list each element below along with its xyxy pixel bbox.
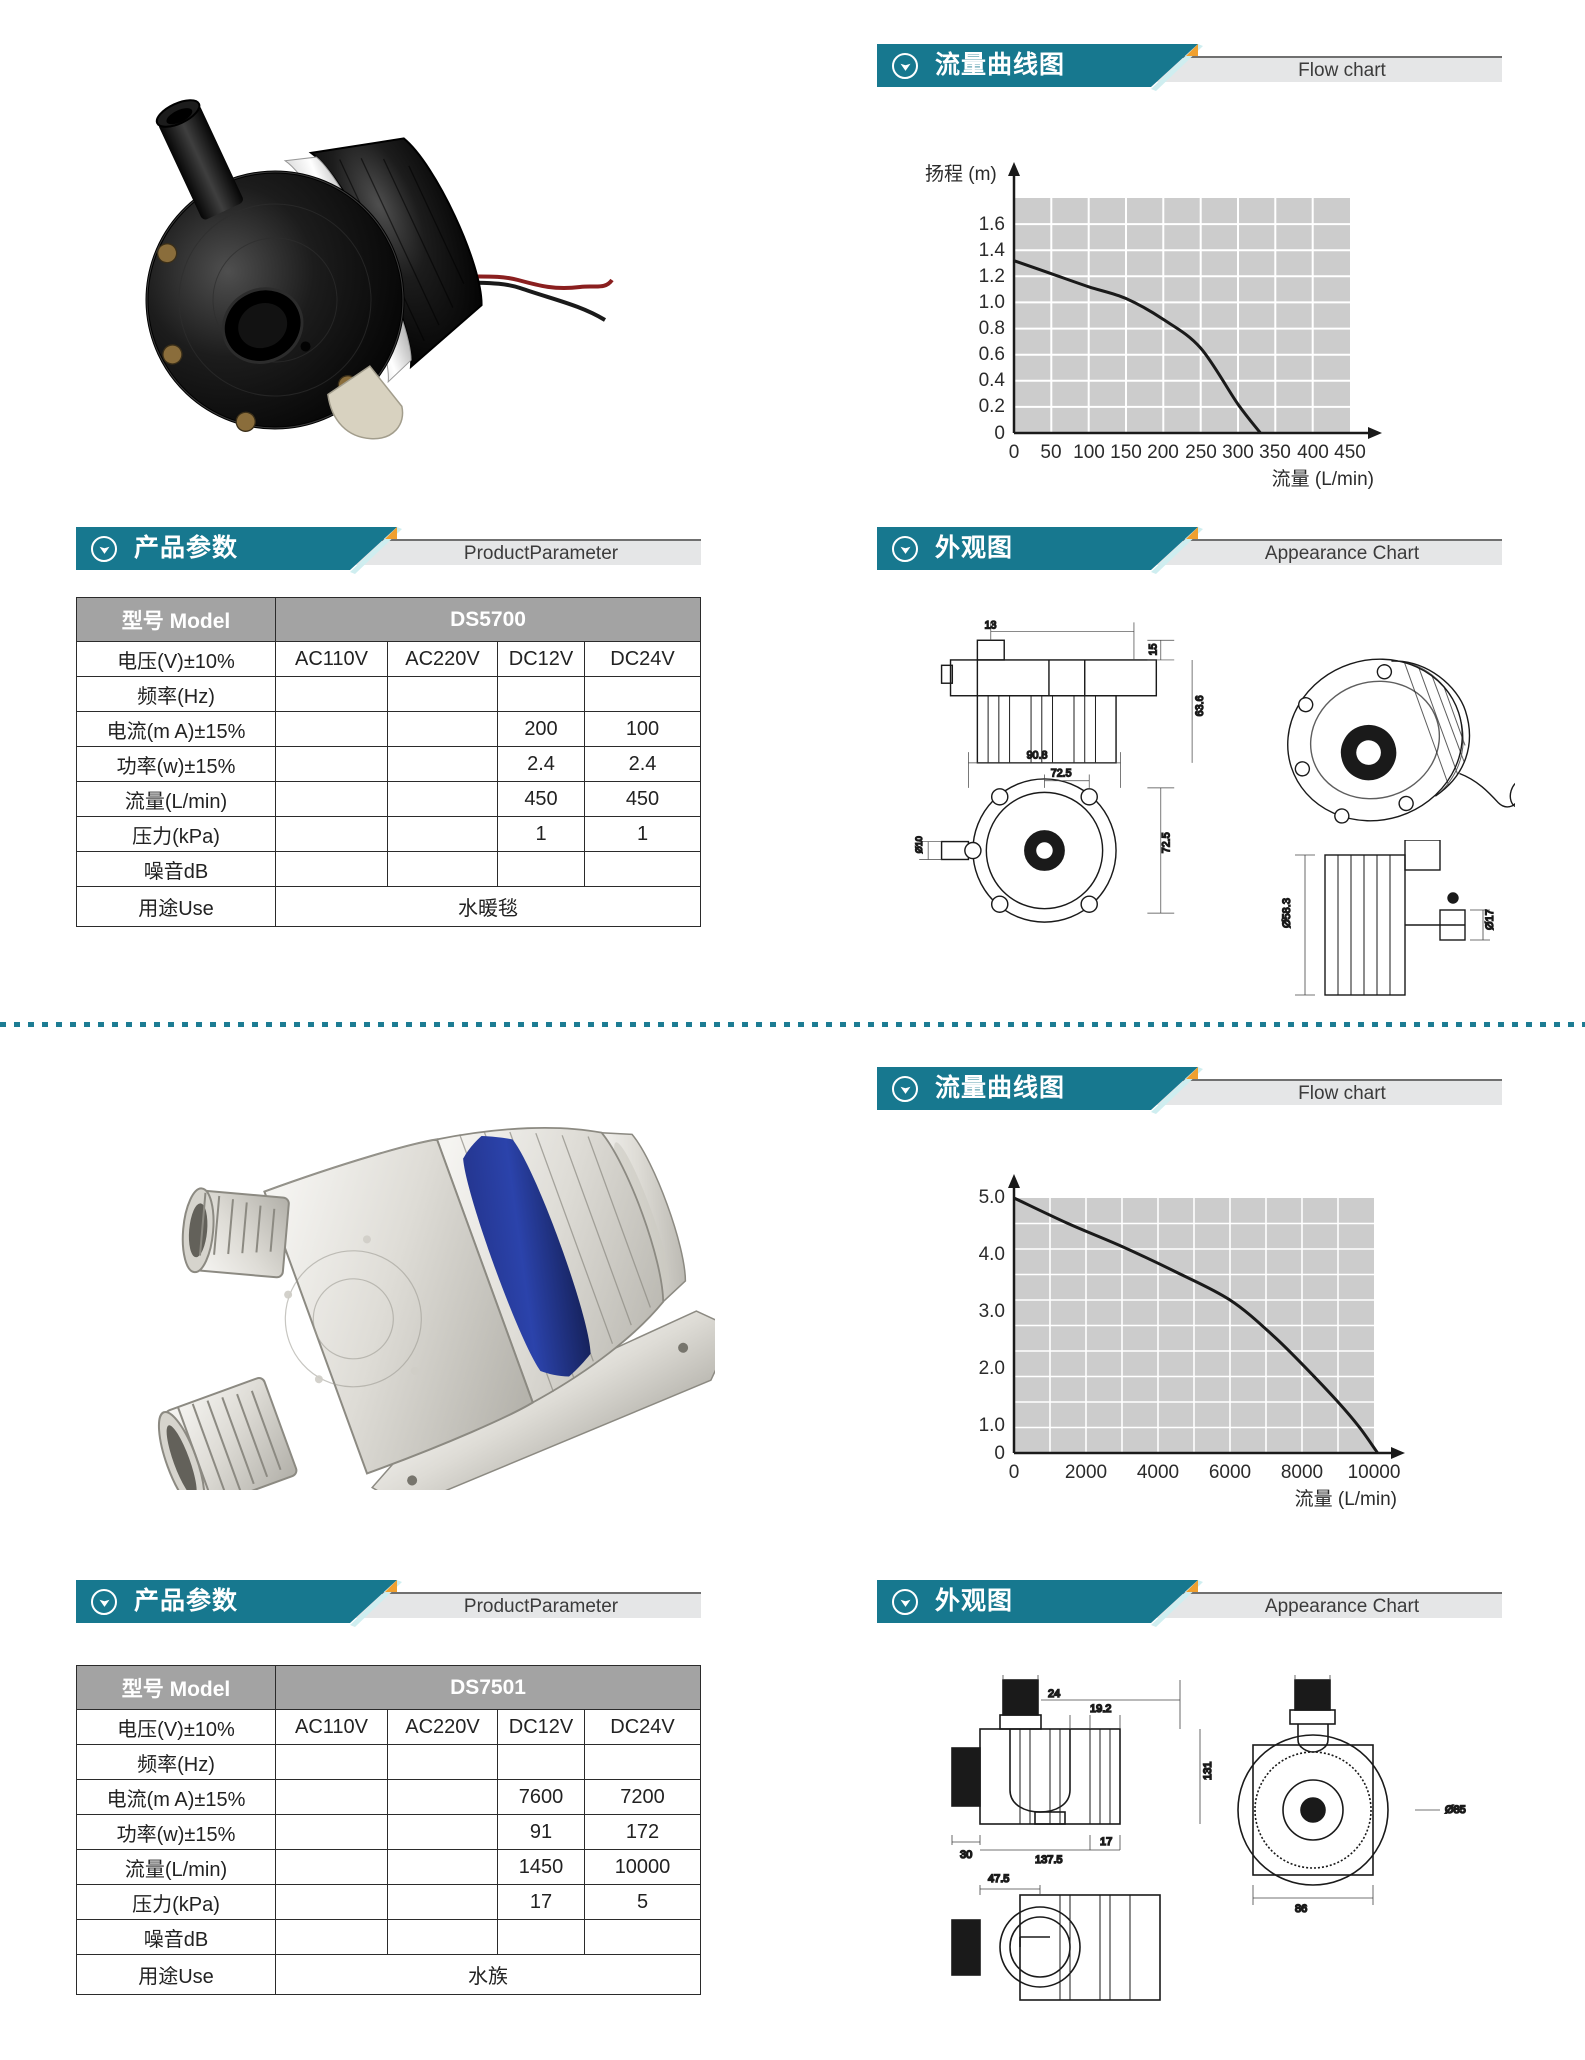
svg-text:2000: 2000 — [1065, 1462, 1107, 1483]
svg-text:63.6: 63.6 — [1194, 695, 1206, 716]
svg-text:200: 200 — [1147, 442, 1179, 463]
svg-text:131: 131 — [1202, 1762, 1214, 1780]
svg-text:0.4: 0.4 — [979, 370, 1006, 391]
svg-text:流量 (L/min): 流量 (L/min) — [1272, 468, 1374, 490]
svg-text:0: 0 — [1009, 1462, 1020, 1483]
svg-text:72.5: 72.5 — [1161, 832, 1173, 853]
svg-text:86: 86 — [1295, 1903, 1307, 1915]
svg-text:2.0: 2.0 — [979, 1358, 1005, 1379]
svg-text:350: 350 — [1259, 442, 1291, 463]
svg-text:1.6: 1.6 — [979, 214, 1005, 235]
svg-text:3.0: 3.0 — [979, 1301, 1005, 1322]
svg-text:250: 250 — [1185, 442, 1217, 463]
svg-text:4.0: 4.0 — [979, 1244, 1005, 1265]
svg-text:15: 15 — [1147, 644, 1159, 656]
svg-text:72.5: 72.5 — [1051, 767, 1072, 779]
svg-text:400: 400 — [1297, 442, 1329, 463]
svg-text:流量 (L/min): 流量 (L/min) — [1295, 1488, 1397, 1510]
svg-text:0: 0 — [994, 423, 1005, 444]
svg-text:0: 0 — [1009, 442, 1020, 463]
svg-text:0: 0 — [994, 1443, 1005, 1464]
svg-text:19.2: 19.2 — [1090, 1703, 1111, 1715]
svg-text:1.4: 1.4 — [979, 240, 1006, 261]
svg-text:90.8: 90.8 — [1027, 749, 1048, 761]
svg-text:300: 300 — [1222, 442, 1254, 463]
svg-text:Ø17: Ø17 — [1484, 909, 1496, 930]
svg-text:24: 24 — [1048, 1688, 1060, 1700]
svg-text:13: 13 — [985, 620, 997, 632]
svg-text:0.8: 0.8 — [979, 318, 1005, 339]
svg-text:Ø85: Ø85 — [1445, 1804, 1466, 1816]
svg-text:Ø58.3: Ø58.3 — [1281, 898, 1293, 928]
svg-text:0.6: 0.6 — [979, 344, 1005, 365]
svg-text:47.5: 47.5 — [988, 1873, 1009, 1885]
svg-text:450: 450 — [1334, 442, 1366, 463]
svg-text:0.2: 0.2 — [979, 396, 1005, 417]
svg-text:Ø10: Ø10 — [914, 836, 924, 853]
svg-text:30: 30 — [960, 1849, 972, 1861]
svg-text:10000: 10000 — [1348, 1462, 1401, 1483]
svg-text:17: 17 — [1100, 1836, 1112, 1848]
svg-text:8000: 8000 — [1281, 1462, 1323, 1483]
svg-text:50: 50 — [1040, 442, 1061, 463]
svg-text:100: 100 — [1073, 442, 1105, 463]
svg-text:扬程 (m): 扬程 (m) — [925, 163, 997, 185]
svg-text:4000: 4000 — [1137, 1462, 1179, 1483]
svg-text:1.0: 1.0 — [979, 292, 1005, 313]
svg-text:6000: 6000 — [1209, 1462, 1251, 1483]
svg-text:137.5: 137.5 — [1035, 1854, 1063, 1866]
svg-text:150: 150 — [1110, 442, 1142, 463]
svg-text:5.0: 5.0 — [979, 1187, 1005, 1208]
svg-text:1.0: 1.0 — [979, 1415, 1005, 1436]
svg-text:1.2: 1.2 — [979, 266, 1005, 287]
